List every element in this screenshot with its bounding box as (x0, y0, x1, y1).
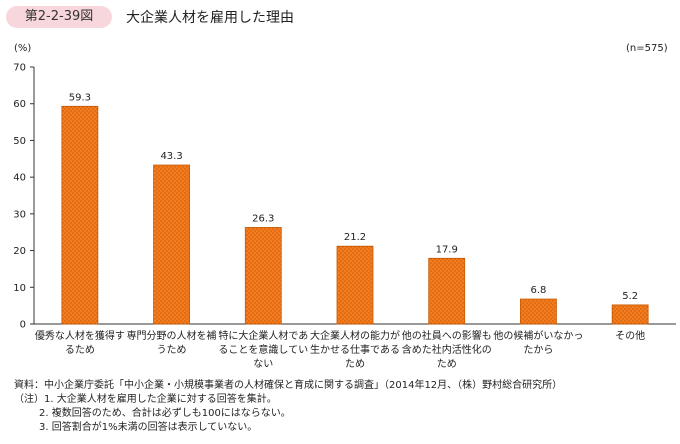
x-category-label: 特に大企業人材であ (218, 329, 308, 342)
bar (428, 257, 466, 325)
y-tick-label: 10 (13, 283, 26, 294)
chart-notes: 資料：中小企業庁委託「中小企業・小規模事業者の人材確保と育成に関する調査」（20… (14, 379, 562, 435)
bar (520, 298, 557, 325)
bar (153, 164, 190, 325)
figure-header: 第2-2-39図 大企業人材を雇用した理由 (0, 0, 680, 34)
y-tick-label: 30 (13, 209, 26, 220)
bar-value-label: 59.3 (69, 92, 91, 103)
y-tick-label: 0 (20, 320, 26, 331)
x-category-label: うため (157, 344, 187, 356)
x-category-label: ため (437, 358, 457, 370)
x-category-label: たから (523, 344, 553, 356)
x-category-label: 生かせる仕事である (310, 343, 400, 356)
sample-size-label: (n=575) (626, 43, 668, 54)
x-category-label: るため (65, 344, 95, 356)
bar-value-label: 21.2 (344, 232, 366, 243)
x-category-label: 優秀な人材を獲得す (35, 329, 125, 342)
x-category-label: 他の候補がいなかっ (493, 329, 583, 342)
x-category-label: 他の社員への影響も (402, 329, 492, 342)
bars-group: 59.3 43.3 26.3 21.2 17.9 6.8 5.2 (61, 92, 649, 325)
y-axis: 0 10 20 30 40 50 60 70 (13, 63, 676, 331)
bar-value-label: 17.9 (436, 244, 458, 255)
x-category-label: その他 (615, 329, 645, 342)
note-2: 2. 複数回答のため、合計は必ずしも100にはならない。 (39, 408, 291, 419)
bar (336, 245, 374, 325)
source-note: 資料：中小企業庁委託「中小企業・小規模事業者の人材確保と育成に関する調査」（20… (14, 380, 563, 391)
note-3: 3. 回答割合が1%未満の回答は表示していない。 (39, 422, 258, 433)
x-category-label: ることを意識してい (218, 343, 308, 356)
bar (244, 227, 282, 325)
note-1: （注）1. 大企業人材を雇用した企業に対する回答を集計。 (14, 394, 277, 405)
x-category-label: 大企業人材の能力が (310, 329, 400, 342)
bar (61, 105, 99, 325)
x-category-label: 専門分野の人材を補 (127, 329, 217, 342)
y-tick-label: 20 (13, 246, 26, 257)
bar-value-label: 43.3 (160, 151, 182, 162)
y-tick-label: 60 (13, 99, 26, 110)
y-tick-label: 70 (13, 63, 26, 74)
figure-title: 大企業人材を雇用した理由 (126, 10, 294, 26)
bar-value-label: 5.2 (622, 291, 638, 302)
figure-number-badge: 第2-2-39図 (6, 6, 112, 28)
bar (611, 304, 649, 325)
y-tick-label: 50 (13, 136, 26, 147)
bar-value-label: 6.8 (530, 285, 546, 296)
y-axis-unit-label: (%) (14, 43, 32, 54)
x-category-label: ない (253, 358, 273, 370)
y-tick-label: 40 (13, 173, 26, 184)
x-category-label: 含めた社内活性化の (402, 343, 492, 356)
x-category-label: ため (345, 358, 365, 370)
bar-value-label: 26.3 (252, 213, 274, 224)
